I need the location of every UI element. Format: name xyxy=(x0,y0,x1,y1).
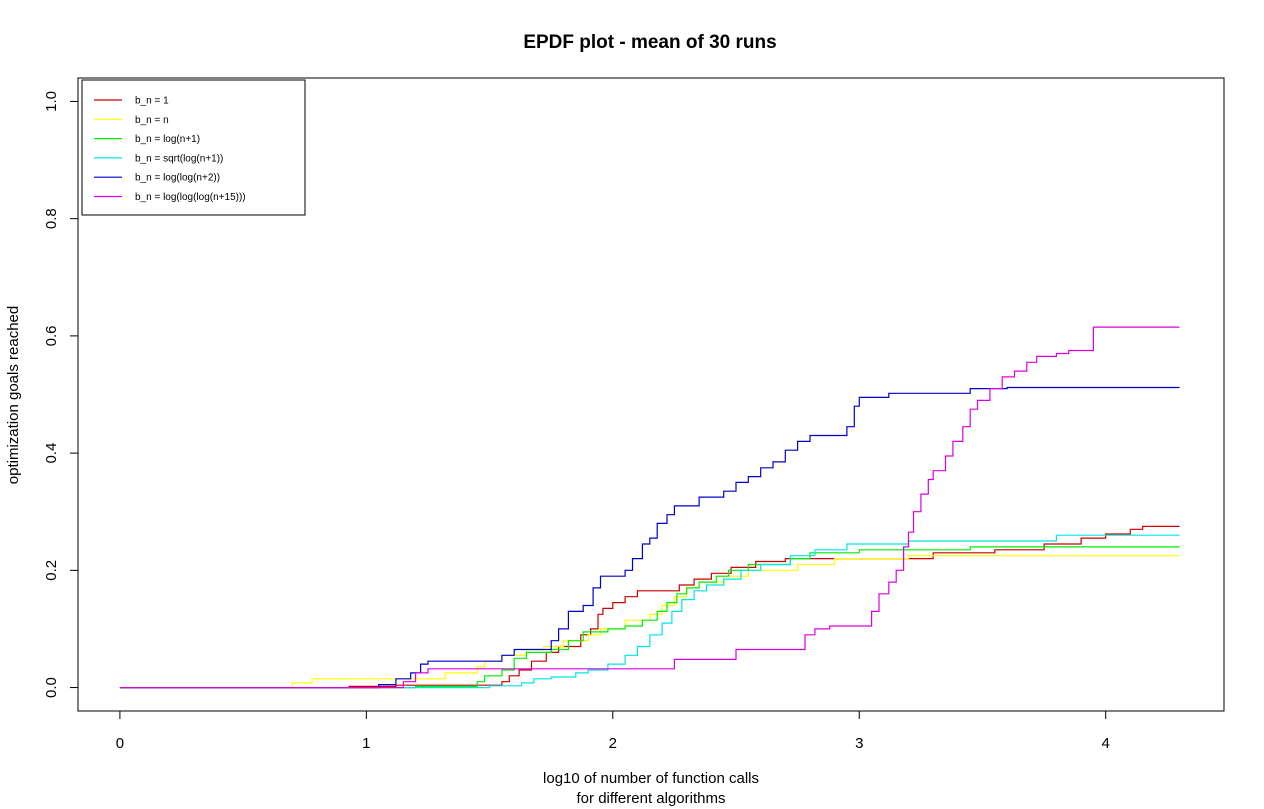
y-tick-label: 0.2 xyxy=(43,560,60,581)
series-line-5 xyxy=(119,386,1180,689)
legend: b_n = 1 b_n = n b_n = log(n+1) b_n = sqrt(l… xyxy=(81,79,306,216)
x-tick-label: 0 xyxy=(116,735,124,752)
y-axis-label: optimization goals reached xyxy=(5,306,22,484)
legend-label-2: b_n = n xyxy=(135,115,169,126)
x-axis-label-line-2: for different algorithms xyxy=(577,790,726,807)
series-line-4 xyxy=(119,534,1180,689)
y-tick-label: 1.0 xyxy=(43,91,60,112)
legend-box xyxy=(81,79,306,216)
y-tick-label: 0.6 xyxy=(43,325,60,346)
x-tick-label: 4 xyxy=(1102,735,1110,752)
chart-title: EPDF plot - mean of 30 runs xyxy=(523,32,776,53)
x-tick-label: 3 xyxy=(855,735,863,752)
y-tick-label: 0.4 xyxy=(43,443,60,464)
x-axis: 0 1 2 3 4 xyxy=(116,711,1110,752)
x-tick-label: 1 xyxy=(362,735,370,752)
legend-label-1: b_n = 1 xyxy=(135,96,169,107)
plot-frame xyxy=(77,77,1225,712)
legend-label-3: b_n = log(n+1) xyxy=(135,134,200,145)
y-tick-label: 0.8 xyxy=(43,208,60,229)
legend-label-5: b_n = log(log(n+2)) xyxy=(135,173,220,184)
series-layer xyxy=(119,326,1180,689)
legend-label-4: b_n = sqrt(log(n+1)) xyxy=(135,153,223,164)
series-line-1 xyxy=(119,525,1180,689)
legend-label-6: b_n = log(log(log(n+15))) xyxy=(135,192,246,203)
x-tick-label: 2 xyxy=(609,735,617,752)
series-line-6 xyxy=(119,326,1180,689)
y-axis: 0.0 0.2 0.4 0.6 0.8 1.0 xyxy=(43,91,78,698)
y-tick-label: 0.0 xyxy=(43,677,60,698)
series-line-2 xyxy=(119,555,1180,689)
x-axis-label-line-1: log10 of number of function calls xyxy=(543,770,759,787)
